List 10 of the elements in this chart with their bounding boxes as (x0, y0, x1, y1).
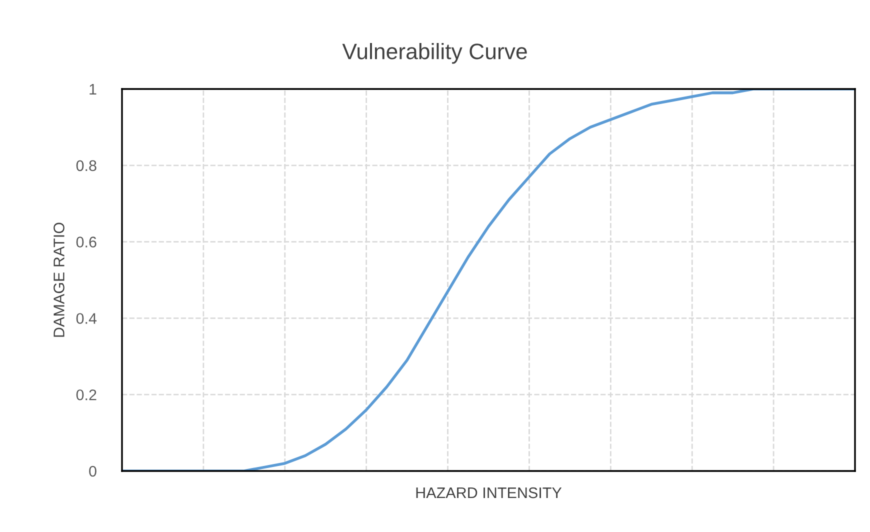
y-tick-label: 0 (89, 466, 96, 477)
x-axis-title: HAZARD INTENSITY (416, 487, 562, 498)
y-axis-title: DAMAGE RATIO (54, 222, 64, 337)
y-tick-label: 1 (90, 84, 96, 95)
chart-title: Vulnerability Curve (342, 43, 527, 64)
y-tick-label: 0.4 (76, 313, 97, 324)
line-series (122, 89, 855, 471)
y-tick-label: 0.6 (76, 236, 96, 248)
y-tick-label: 0.2 (76, 389, 96, 400)
y-tick-label: 0.8 (76, 160, 96, 172)
